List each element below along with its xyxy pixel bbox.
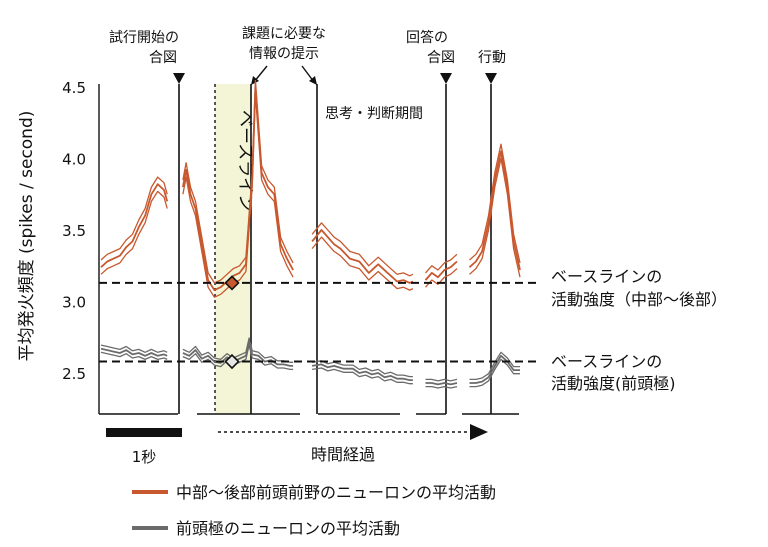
series-1-segment-1-mean [182, 340, 294, 367]
series-0-segment-3-mean [424, 260, 458, 281]
series-0-segment-3-sem-upper [425, 253, 458, 274]
action-label: 行動 [478, 50, 506, 66]
series-1-segment-2-sem-upper [311, 360, 413, 378]
baseline-window-label: ベースライン [235, 110, 255, 211]
series-0-segment-4-sem-upper [469, 143, 521, 264]
scale-bar [106, 428, 182, 437]
baseline-markers [224, 275, 240, 370]
series-1-segment-0-sem-lower [100, 351, 168, 361]
series-0-segment-2-sem-upper [311, 222, 414, 277]
series-1-segment-0-sem-upper [100, 344, 168, 353]
legend-label-mid: 中部〜後部前頭前野のニューロンの平均活動 [176, 483, 496, 502]
series-1-segment-2-sem-lower [312, 367, 413, 385]
series-0-segment-1-sem-upper [182, 80, 294, 284]
info-offset-arrowhead [309, 76, 317, 85]
series-1-segment-3-mean [425, 382, 458, 386]
start-cue-label-line1: 試行開始の [109, 30, 179, 46]
start-cue-marker [173, 73, 185, 84]
series-0-segment-0-mean [100, 183, 169, 268]
start-cue-label-line2: 合図 [149, 50, 177, 66]
answer-cue-marker [440, 73, 452, 84]
baseline-label-mid-line1: ベースラインの [551, 267, 662, 286]
baseline-levels [99, 281, 540, 363]
series-layer [100, 80, 521, 389]
series-1-segment-1-sem-upper [182, 337, 294, 363]
answer-cue-label-line2: 合図 [427, 50, 455, 66]
y-tick-labels: 4.5 4.0 3.5 3.0 2.5 [62, 79, 86, 383]
info-label-line1: 課題に必要な [242, 26, 326, 42]
event-lines [178, 84, 492, 414]
series-0-segment-0-sem-upper [100, 176, 168, 261]
scale-bar-label: 1秒 [132, 448, 157, 466]
legend-label-pole: 前頭極のニューロンの平均活動 [176, 519, 400, 538]
info-label-line2: 情報の提示 [249, 46, 319, 62]
series-0-segment-3-sem-lower [425, 268, 458, 288]
y-tick-label: 4.0 [62, 151, 86, 169]
baseline-label-mid-line2: 活動強度（中部〜後部） [551, 290, 727, 309]
series-1-segment-0-mean [100, 347, 168, 357]
answer-cue-label-line1: 回答の [406, 29, 448, 46]
series-0-segment-1-mean [182, 86, 294, 292]
info-arrows [251, 65, 317, 85]
action-marker [485, 73, 497, 84]
x-axis-label: 時間経過 [311, 445, 375, 464]
baseline-marker-1 [224, 353, 240, 370]
series-1-segment-2-mean [311, 363, 413, 382]
series-1-segment-3-sem-upper [425, 378, 458, 382]
segment-borders [98, 84, 519, 415]
baseline-label-pole-line1: ベースラインの [551, 352, 662, 371]
series-0-segment-4-mean [468, 150, 521, 271]
event-markers [173, 73, 497, 84]
series-0-segment-2-mean [311, 229, 414, 284]
baseline-label-pole-line2: 活動強度(前頭極) [551, 374, 676, 393]
series-1-segment-4-mean [469, 354, 520, 384]
series-0-segment-2-sem-lower [311, 236, 414, 291]
y-axis-label: 平均発火頻度 (spikes / second) [17, 111, 37, 362]
y-tick-label: 2.5 [62, 365, 86, 383]
y-tick-label: 4.5 [62, 79, 86, 97]
y-tick-label: 3.0 [62, 294, 86, 312]
legend: 中部〜後部前頭前野のニューロンの平均活動 前頭極のニューロンの平均活動 [132, 483, 496, 538]
period-label: 思考・判断期間 [325, 106, 423, 122]
baseline-marker-0 [224, 275, 240, 291]
time-arrowhead [470, 424, 488, 440]
series-1-segment-3-sem-lower [425, 385, 458, 389]
series-1-segment-4-sem-lower [469, 358, 520, 388]
series-0-segment-0-sem-lower [100, 190, 168, 275]
y-tick-label: 3.5 [62, 222, 86, 240]
